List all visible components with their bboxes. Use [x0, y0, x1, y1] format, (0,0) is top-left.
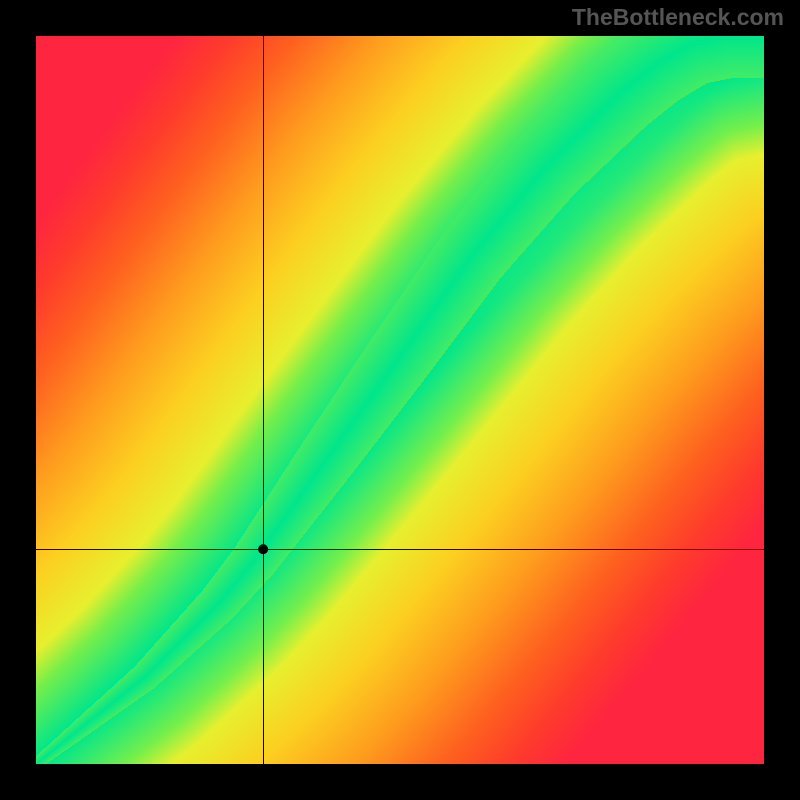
watermark-label: TheBottleneck.com	[572, 4, 784, 31]
heatmap-canvas	[0, 0, 800, 800]
bottleneck-heatmap-chart: TheBottleneck.com	[0, 0, 800, 800]
